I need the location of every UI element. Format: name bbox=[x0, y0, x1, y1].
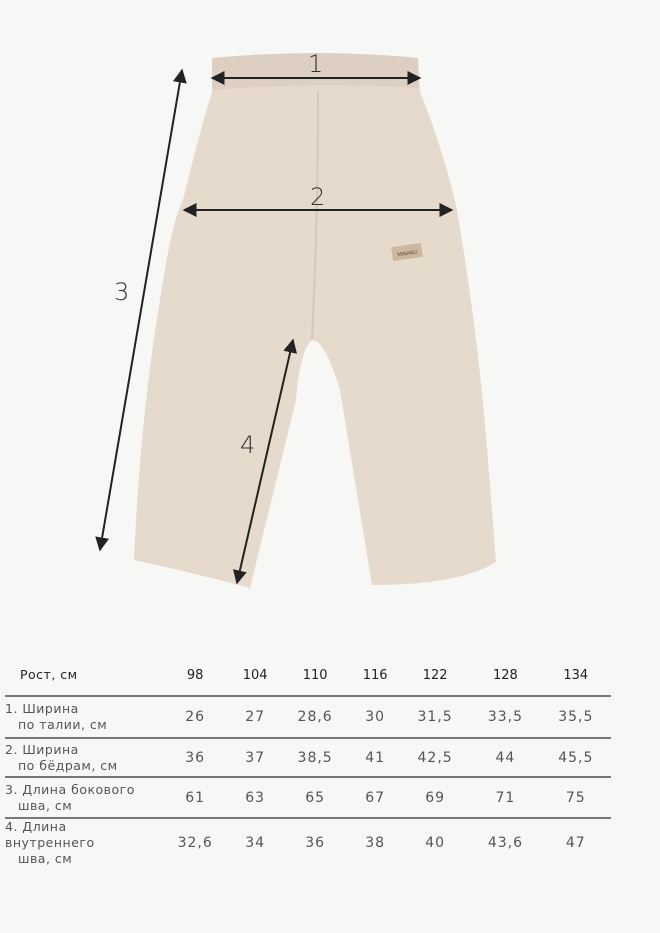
cell: 63 bbox=[230, 776, 280, 818]
row-label: 3. Длина бокового шва, см bbox=[5, 776, 160, 818]
cell: 65 bbox=[279, 776, 351, 818]
cell: 30 bbox=[350, 695, 400, 738]
cell: 35,5 bbox=[540, 695, 611, 738]
row-label: 2. Ширина по бёдрам, см bbox=[5, 737, 160, 777]
cell: 27 bbox=[230, 695, 280, 738]
pants-body bbox=[134, 57, 496, 588]
cell: 26 bbox=[160, 695, 231, 738]
cell: 61 bbox=[160, 776, 231, 818]
table-row: 1. Ширина по талии, см 26 27 28,6 30 31,5… bbox=[5, 695, 611, 738]
arrow-side-length bbox=[95, 68, 187, 552]
table-row: 2. Ширина по бёдрам, см 36 37 38,5 41 42,… bbox=[5, 737, 611, 777]
cell: 69 bbox=[399, 776, 471, 818]
marker-2: 2 bbox=[310, 183, 326, 211]
cell: 42,5 bbox=[399, 737, 471, 777]
size-header: 104 bbox=[242, 667, 268, 683]
cell: 37 bbox=[230, 737, 280, 777]
cell: 33,5 bbox=[470, 695, 541, 738]
size-header: 122 bbox=[422, 667, 448, 683]
table-row: 3. Длина бокового шва, см 61 63 65 67 69 … bbox=[5, 776, 611, 818]
height-header: Рост, см bbox=[20, 667, 78, 682]
cell: 38 bbox=[350, 817, 400, 867]
table-header-row: Рост, см 98 104 110 116 122 128 134 bbox=[5, 655, 611, 696]
cell: 71 bbox=[470, 776, 541, 818]
cell: 38,5 bbox=[279, 737, 351, 777]
cell: 36 bbox=[279, 817, 351, 867]
marker-1: 1 bbox=[308, 50, 324, 78]
size-header: 110 bbox=[302, 667, 328, 683]
brand-label: MINAKU bbox=[391, 242, 423, 262]
arrow-inseam-length bbox=[233, 338, 297, 585]
cell: 32,6 bbox=[160, 817, 231, 867]
cell: 34 bbox=[230, 817, 280, 867]
row-label: 1. Ширина по талии, см bbox=[5, 695, 160, 738]
cell: 40 bbox=[399, 817, 471, 867]
cell: 44 bbox=[470, 737, 541, 777]
size-header: 98 bbox=[186, 667, 204, 683]
svg-text:MINAKU: MINAKU bbox=[397, 250, 418, 259]
pants-illustration: MINAKU bbox=[95, 53, 496, 588]
size-header: 128 bbox=[493, 667, 518, 683]
cell: 75 bbox=[540, 776, 611, 818]
table-row: 4. Длина внутреннего шва, см 32,6 34 36 3… bbox=[5, 817, 611, 867]
cell: 36 bbox=[160, 737, 231, 777]
row-label: 4. Длина внутреннего шва, см bbox=[5, 817, 160, 867]
cell: 47 bbox=[540, 817, 611, 867]
size-header: 134 bbox=[563, 667, 589, 683]
marker-3: 3 bbox=[114, 278, 130, 306]
size-header: 116 bbox=[362, 667, 388, 683]
cell: 41 bbox=[350, 737, 400, 777]
cell: 28,6 bbox=[279, 695, 351, 738]
cell: 45,5 bbox=[540, 737, 611, 777]
cell: 31,5 bbox=[399, 695, 471, 738]
cell: 43,6 bbox=[470, 817, 541, 867]
size-table: Рост, см 98 104 110 116 122 128 134 1. Ш… bbox=[5, 655, 611, 867]
marker-4: 4 bbox=[240, 431, 256, 459]
cell: 67 bbox=[350, 776, 400, 818]
